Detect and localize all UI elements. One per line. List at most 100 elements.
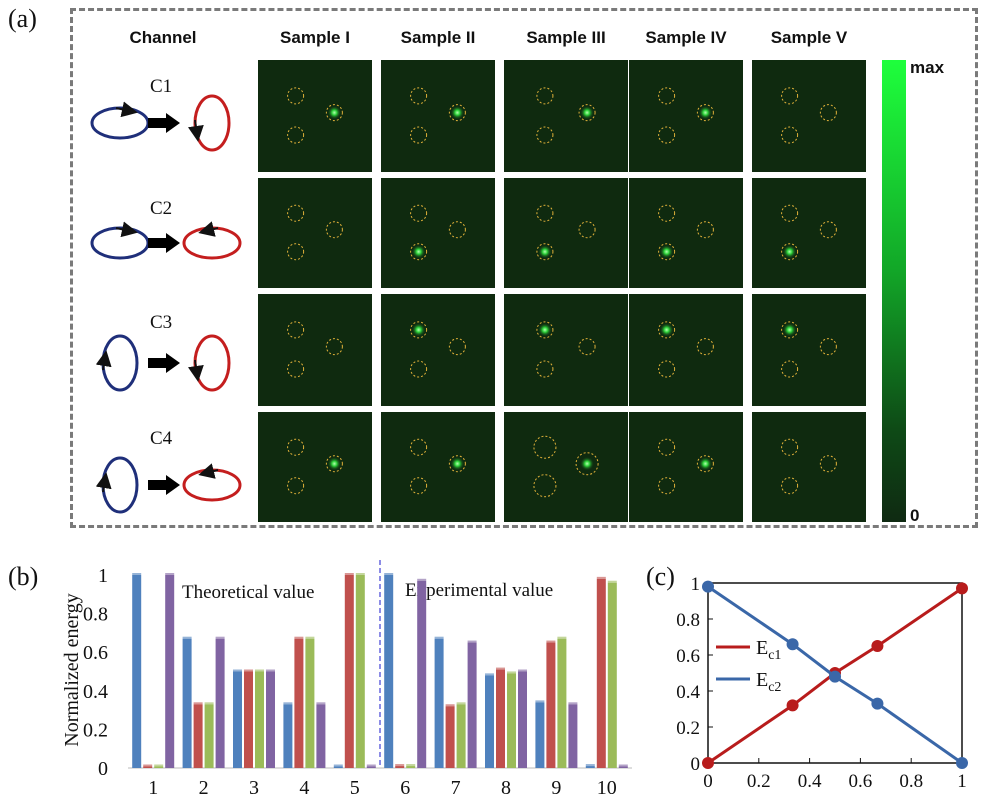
bar-top [485, 673, 494, 676]
bar [557, 638, 567, 768]
bar-top [607, 580, 617, 583]
bright-spot [698, 456, 713, 471]
channel-3-diagram [95, 334, 231, 392]
waveguide-outline [287, 126, 305, 144]
channel-label-c2: C2 [150, 198, 173, 219]
bar [333, 766, 343, 768]
line-chart-ytick-label: 0.6 [676, 646, 700, 667]
bar [204, 704, 214, 768]
colorbar-max-label: max [910, 58, 945, 77]
bar-top [535, 700, 545, 703]
bar-top [305, 636, 315, 639]
bar-top [344, 573, 354, 575]
bar-top [316, 702, 326, 705]
data-point [829, 670, 841, 683]
bar-chart-xtick-label: 6 [400, 777, 410, 799]
bar [266, 671, 275, 768]
bar [384, 575, 394, 768]
bar [485, 675, 494, 768]
bar-top [596, 576, 606, 579]
data-point [956, 582, 968, 595]
bright-spot [537, 322, 552, 337]
intensity-image [258, 178, 372, 288]
bar [445, 706, 455, 768]
column-header-sample-1: Sample I [280, 28, 350, 47]
waveguide-outline [658, 87, 676, 105]
line-chart-xtick-label: 0.2 [747, 771, 771, 792]
waveguide-outline [410, 126, 428, 144]
bar-top [585, 764, 595, 767]
waveguide-outline [658, 360, 676, 378]
bar-top [355, 573, 365, 575]
waveguide-outline [658, 477, 676, 495]
waveguide-outline [781, 204, 799, 222]
bar-chart-xtick-label: 9 [551, 777, 561, 799]
intensity-image [629, 412, 743, 522]
waveguide-outline [781, 126, 799, 144]
legend-label: Ec2 [756, 669, 781, 695]
waveguide-outline [410, 360, 428, 378]
waveguide-outline [287, 87, 305, 105]
bar-chart: Normalized energy Theoretical value Expe… [61, 560, 632, 799]
line-chart-ytick-label: 0.8 [676, 610, 700, 631]
bar [406, 766, 416, 768]
waveguide-outline [287, 204, 305, 222]
waveguide-outline [287, 360, 305, 378]
waveguide-outline [819, 455, 837, 473]
waveguide-outline [410, 477, 428, 495]
bar [366, 766, 376, 768]
bar-top [215, 636, 225, 639]
bar [467, 642, 477, 768]
intensity-image [629, 60, 743, 172]
bar-chart-xtick-label: 8 [501, 777, 511, 799]
waveguide-outline [287, 477, 305, 495]
bar-chart-ytick-label: 0.6 [83, 642, 108, 664]
bar-top [193, 702, 203, 705]
column-header-sample-2: Sample II [400, 28, 476, 47]
waveguide-outline [575, 452, 599, 476]
intensity-image [752, 178, 866, 288]
intensity-image [258, 294, 372, 406]
bar [215, 638, 225, 768]
bright-spot [580, 105, 595, 120]
bright-spot [782, 322, 797, 337]
bar [535, 702, 545, 768]
bar-top [445, 704, 455, 707]
data-point [956, 757, 968, 769]
waveguide-outline [448, 455, 466, 473]
intensity-image [381, 178, 495, 288]
waveguide-outline [325, 221, 343, 239]
bar-top [244, 669, 253, 672]
bar-chart-ytick-label: 0.4 [83, 681, 108, 703]
line-chart-ytick-label: 1 [691, 574, 701, 595]
bar-chart-xtick-label: 7 [451, 777, 461, 799]
waveguide-outline [410, 87, 428, 105]
waveguide-outline [819, 338, 837, 356]
bar-top [507, 671, 516, 674]
intensity-image [258, 60, 372, 172]
bar-chart-xtick-label: 1 [148, 777, 158, 799]
waveguide-outline [410, 243, 428, 261]
bar [496, 669, 505, 768]
bar [193, 704, 203, 768]
bar [316, 704, 326, 768]
line-chart: 0 0.2 0.4 0.6 0.8 1 0 0.2 0.4 0.6 0.8 1 Ec1 Ec2 [676, 574, 968, 792]
bright-spot [411, 322, 426, 337]
line-chart-xtick-label: 0 [703, 771, 713, 792]
column-header-channel: Channel [129, 28, 197, 47]
waveguide-outline [578, 104, 596, 122]
panel-b-label: (b) [8, 562, 39, 591]
bar-top [233, 669, 242, 672]
channel-diagrams [90, 94, 242, 514]
bar [182, 638, 192, 768]
intensity-image [381, 294, 495, 406]
waveguide-outline [658, 204, 676, 222]
bright-spot [450, 105, 465, 120]
bar-top [557, 636, 567, 639]
channel-label-c3: C3 [150, 312, 173, 333]
data-point [702, 757, 714, 769]
waveguide-outline [781, 87, 799, 105]
colorbar-min-label: 0 [910, 506, 920, 525]
waveguide-outline [287, 438, 305, 456]
bright-spot [537, 244, 552, 259]
